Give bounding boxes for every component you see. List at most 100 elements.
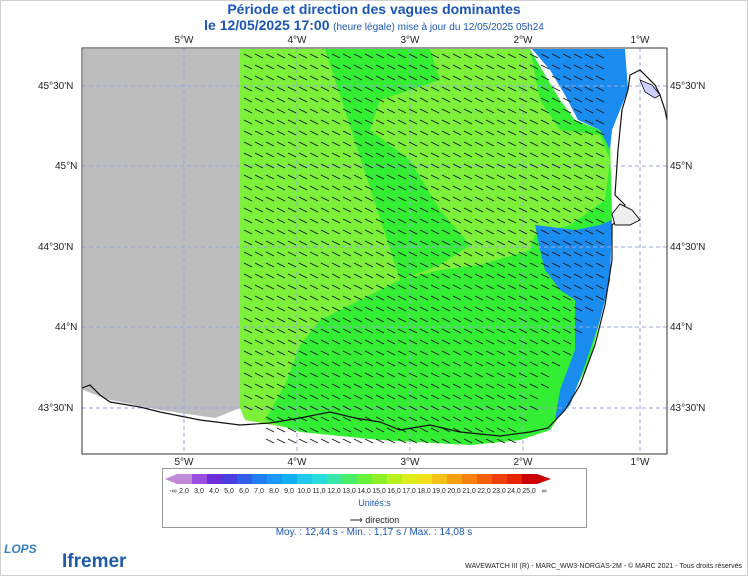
wave-direction-arrow xyxy=(298,284,308,290)
wave-direction-arrow xyxy=(353,361,363,367)
wave-direction-arrow xyxy=(287,405,297,411)
wave-direction-arrow xyxy=(320,108,330,114)
wave-direction-arrow xyxy=(430,405,440,411)
wave-direction-arrow xyxy=(386,141,396,147)
wave-direction-arrow xyxy=(254,229,264,235)
wave-direction-arrow xyxy=(540,240,550,246)
wave-direction-arrow xyxy=(419,119,429,125)
wave-direction-arrow xyxy=(375,405,385,411)
wave-direction-arrow xyxy=(441,75,451,81)
wave-direction-arrow xyxy=(474,240,484,246)
wave-direction-arrow xyxy=(397,295,407,301)
wave-direction-arrow xyxy=(518,53,528,59)
color-swatch xyxy=(357,474,372,484)
wave-direction-arrow xyxy=(320,405,330,411)
wave-direction-arrow xyxy=(419,416,429,422)
wave-direction-arrow xyxy=(265,361,275,367)
wave-direction-arrow xyxy=(298,130,308,136)
wave-direction-arrow xyxy=(397,416,407,422)
wave-direction-arrow xyxy=(342,251,352,257)
wave-direction-arrow xyxy=(287,207,297,213)
wave-direction-arrow xyxy=(309,240,319,246)
wave-direction-arrow xyxy=(342,361,352,367)
wave-direction-arrow xyxy=(386,438,396,444)
wave-direction-arrow xyxy=(463,394,473,400)
wave-direction-arrow xyxy=(276,174,286,180)
wave-direction-arrow xyxy=(419,185,429,191)
wave-direction-arrow xyxy=(463,306,473,312)
wave-direction-arrow xyxy=(485,53,495,59)
wave-direction-arrow xyxy=(287,295,297,301)
wave-direction-arrow xyxy=(595,207,605,213)
wave-direction-arrow xyxy=(452,75,462,81)
wave-direction-arrow xyxy=(353,328,363,334)
wave-direction-arrow xyxy=(375,119,385,125)
wave-direction-arrow xyxy=(265,306,275,312)
wave-direction-arrow xyxy=(309,350,319,356)
color-swatch xyxy=(522,474,537,484)
wave-direction-arrow xyxy=(309,185,319,191)
wave-direction-arrow xyxy=(430,240,440,246)
wave-direction-arrow xyxy=(342,64,352,70)
wave-direction-arrow xyxy=(320,438,330,444)
wave-direction-arrow xyxy=(474,383,484,389)
wave-direction-arrow xyxy=(540,306,550,312)
wave-direction-arrow xyxy=(386,251,396,257)
wave-direction-arrow xyxy=(331,361,341,367)
wave-direction-arrow xyxy=(397,152,407,158)
wave-direction-arrow xyxy=(529,262,539,268)
wave-direction-arrow xyxy=(375,328,385,334)
wave-direction-arrow xyxy=(463,163,473,169)
wave-direction-arrow xyxy=(584,284,594,290)
wave-direction-arrow xyxy=(507,119,517,125)
wave-direction-arrow xyxy=(386,350,396,356)
wave-direction-arrow xyxy=(265,86,275,92)
wave-direction-arrow xyxy=(364,306,374,312)
wave-direction-arrow xyxy=(342,53,352,59)
wave-direction-arrow xyxy=(243,262,253,268)
wave-direction-arrow xyxy=(573,295,583,301)
wave-direction-arrow xyxy=(518,317,528,323)
wave-direction-arrow xyxy=(254,317,264,323)
wave-direction-arrow xyxy=(331,339,341,345)
wave-direction-arrow xyxy=(397,196,407,202)
wave-direction-arrow xyxy=(430,273,440,279)
wave-direction-arrow xyxy=(254,196,264,202)
wave-direction-arrow xyxy=(276,383,286,389)
wave-direction-arrow xyxy=(243,394,253,400)
wave-direction-arrow xyxy=(507,196,517,202)
wave-direction-arrow xyxy=(320,306,330,312)
wave-direction-arrow xyxy=(298,317,308,323)
wave-direction-arrow xyxy=(430,383,440,389)
wave-direction-arrow xyxy=(397,185,407,191)
wave-direction-arrow xyxy=(331,163,341,169)
wave-direction-arrow xyxy=(551,185,561,191)
wave-direction-arrow xyxy=(342,152,352,158)
wave-direction-arrow xyxy=(573,251,583,257)
wave-direction-arrow xyxy=(265,394,275,400)
wave-direction-arrow xyxy=(551,163,561,169)
wave-direction-arrow xyxy=(386,97,396,103)
wave-direction-arrow xyxy=(485,273,495,279)
wave-direction-arrow xyxy=(309,295,319,301)
wave-direction-arrow xyxy=(474,273,484,279)
wave-direction-arrow xyxy=(298,196,308,202)
wave-direction-arrow xyxy=(595,141,605,147)
wave-direction-arrow xyxy=(298,383,308,389)
wave-direction-arrow xyxy=(309,306,319,312)
wave-direction-arrow xyxy=(353,218,363,224)
wave-direction-arrow xyxy=(276,75,286,81)
wave-direction-arrow xyxy=(243,108,253,114)
wave-direction-arrow xyxy=(551,64,561,70)
wave-direction-arrow xyxy=(353,273,363,279)
wave-direction-arrow xyxy=(452,284,462,290)
wave-direction-arrow xyxy=(254,108,264,114)
wave-direction-arrow xyxy=(364,185,374,191)
wave-direction-arrow xyxy=(287,317,297,323)
wave-direction-arrow xyxy=(529,295,539,301)
lat-label-right: 43°30'N xyxy=(670,403,706,414)
wave-direction-arrow xyxy=(397,53,407,59)
wave-direction-arrow xyxy=(518,196,528,202)
wave-direction-arrow xyxy=(452,262,462,268)
wave-direction-arrow xyxy=(430,317,440,323)
